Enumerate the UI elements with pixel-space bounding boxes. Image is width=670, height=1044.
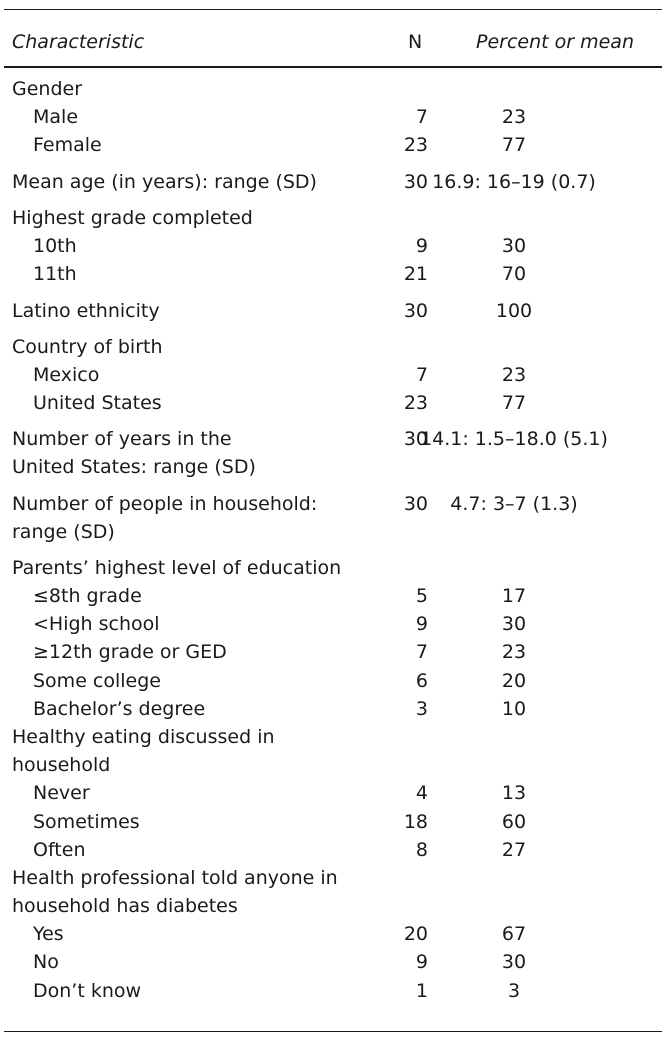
row-n-value: 7 xyxy=(415,641,428,663)
row-percent-value: 4.7: 3–7 (1.3) xyxy=(450,493,578,515)
row-n-value: 18 xyxy=(403,811,428,833)
row-percent-value: 13 xyxy=(501,782,527,804)
row-n-value: 6 xyxy=(415,670,428,692)
header-characteristic: Characteristic xyxy=(12,31,145,53)
row-sublabel: <High school xyxy=(33,613,160,635)
row-label: Healthy eating discussed in household xyxy=(12,726,275,776)
row-n-value: 30 xyxy=(403,493,428,515)
row-sublabel: Female xyxy=(33,134,102,156)
row-percent-value: 30 xyxy=(501,235,527,257)
row-n-value: 9 xyxy=(415,951,428,973)
row-percent-value: 30 xyxy=(501,951,527,973)
row-sublabel: Male xyxy=(33,106,79,128)
row-n-value: 30 xyxy=(403,171,428,193)
row-n-value: 30 xyxy=(403,428,428,450)
row-sublabel: Sometimes xyxy=(33,811,140,833)
row-n-value: 9 xyxy=(415,235,428,257)
row-label: Parents’ highest level of education xyxy=(12,557,342,579)
row-n-value: 23 xyxy=(403,134,428,156)
row-label: Highest grade completed xyxy=(12,207,253,229)
row-sublabel: Never xyxy=(33,782,90,804)
row-percent-value: 3 xyxy=(507,980,521,1002)
row-sublabel: United States xyxy=(33,392,162,414)
row-sublabel: Bachelor’s degree xyxy=(33,698,206,720)
row-label: Health professional told anyone in house… xyxy=(12,867,338,917)
row-n-value: 7 xyxy=(415,364,428,386)
row-label: Mean age (in years): range (SD) xyxy=(12,171,317,193)
row-label: Country of birth xyxy=(12,336,163,358)
row-percent-value: 17 xyxy=(501,585,527,607)
row-label: Number of people in household: range (SD… xyxy=(12,493,318,543)
row-label: Number of years in the United States: ra… xyxy=(12,428,256,478)
header-n: N xyxy=(408,31,423,53)
row-n-value: 5 xyxy=(415,585,428,607)
row-sublabel: No xyxy=(33,951,59,973)
row-percent-value: 20 xyxy=(501,670,527,692)
row-label: Gender xyxy=(12,78,83,100)
row-percent-value: 16.9: 16–19 (0.7) xyxy=(432,171,596,193)
row-sublabel: ≥12th grade or GED xyxy=(33,641,227,663)
row-n-value: 4 xyxy=(415,782,428,804)
row-percent-value: 10 xyxy=(501,698,527,720)
row-percent-value: 27 xyxy=(501,839,527,861)
row-sublabel: Yes xyxy=(33,923,64,945)
row-percent-value: 100 xyxy=(495,300,533,322)
table-top-rule xyxy=(4,9,662,10)
row-percent-value: 23 xyxy=(501,364,527,386)
row-sublabel: Mexico xyxy=(33,364,100,386)
row-percent-value: 70 xyxy=(501,263,527,285)
row-percent-value: 14.1: 1.5–18.0 (5.1) xyxy=(420,428,608,450)
row-n-value: 23 xyxy=(403,392,428,414)
row-label: Latino ethnicity xyxy=(12,300,160,322)
row-percent-value: 77 xyxy=(501,392,527,414)
row-sublabel: Some college xyxy=(33,670,161,692)
row-n-value: 8 xyxy=(415,839,428,861)
row-sublabel: 11th xyxy=(33,263,77,285)
row-percent-value: 60 xyxy=(501,811,527,833)
row-percent-value: 23 xyxy=(501,106,527,128)
table-header-rule xyxy=(4,66,662,68)
row-sublabel: Don’t know xyxy=(33,980,142,1002)
row-percent-value: 77 xyxy=(501,134,527,156)
row-n-value: 9 xyxy=(415,613,428,635)
row-sublabel: ≤8th grade xyxy=(33,585,142,607)
row-sublabel: Often xyxy=(33,839,86,861)
row-n-value: 1 xyxy=(415,980,428,1002)
row-n-value: 21 xyxy=(403,263,428,285)
header-percent: Percent or mean xyxy=(476,31,634,53)
row-percent-value: 30 xyxy=(501,613,527,635)
row-percent-value: 23 xyxy=(501,641,527,663)
row-percent-value: 67 xyxy=(501,923,527,945)
row-n-value: 20 xyxy=(403,923,428,945)
row-n-value: 3 xyxy=(415,698,428,720)
row-sublabel: 10th xyxy=(33,235,77,257)
row-n-value: 7 xyxy=(415,106,428,128)
row-n-value: 30 xyxy=(403,300,428,322)
table-bottom-rule xyxy=(4,1031,662,1032)
